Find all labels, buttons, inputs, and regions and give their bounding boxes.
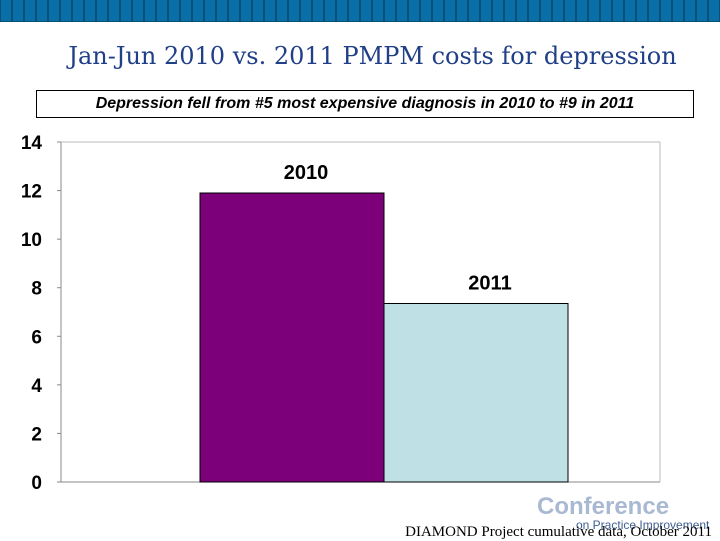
- top-banner-cell: [444, 0, 456, 22]
- top-banner-cell: [648, 0, 660, 22]
- top-banner-cell: [540, 0, 552, 22]
- y-tick-label: 4: [31, 376, 42, 397]
- data-label-2010: 2010: [284, 162, 329, 184]
- bar-2010: [199, 192, 385, 483]
- top-banner-cell: [108, 0, 120, 22]
- y-tick-label: 2: [31, 424, 42, 445]
- top-banner-cell: [132, 0, 144, 22]
- conference-logo: Conference: [537, 493, 670, 520]
- top-banner-cell: [312, 0, 324, 22]
- top-banner-cell: [636, 0, 648, 22]
- top-banner-cell: [360, 0, 372, 22]
- bar-2011: [383, 303, 569, 483]
- top-banner-cell: [96, 0, 108, 22]
- conference-logo-subtitle: on Practice Improvement: [576, 518, 710, 532]
- top-banner-cell: [36, 0, 48, 22]
- top-banner-cell: [336, 0, 348, 22]
- top-banner-cell: [228, 0, 240, 22]
- top-banner-cell: [72, 0, 84, 22]
- top-banner-cell: [432, 0, 444, 22]
- top-banner-cell: [468, 0, 480, 22]
- top-banner-cell: [120, 0, 132, 22]
- top-banner-cell: [192, 0, 204, 22]
- top-banner-cell: [60, 0, 72, 22]
- top-banner-cell: [180, 0, 192, 22]
- top-banner-cell: [624, 0, 636, 22]
- top-banner-cell: [24, 0, 36, 22]
- top-banner-cell: [696, 0, 708, 22]
- top-banner-cell: [552, 0, 564, 22]
- top-banner-cell: [156, 0, 168, 22]
- top-banner-cell: [12, 0, 24, 22]
- top-banner-cell: [504, 0, 516, 22]
- top-banner-cell: [144, 0, 156, 22]
- top-banner-cell: [576, 0, 588, 22]
- top-banner-cell: [564, 0, 576, 22]
- top-banner-cell: [48, 0, 60, 22]
- slide-subtitle: Depression fell from #5 most expensive d…: [36, 90, 694, 118]
- top-banner-cell: [480, 0, 492, 22]
- top-banner-cell: [216, 0, 228, 22]
- y-tick-label: 10: [21, 230, 42, 251]
- top-banner-cell: [408, 0, 420, 22]
- top-banner-cell: [252, 0, 264, 22]
- y-tick-label: 6: [31, 327, 42, 348]
- top-banner-cell: [276, 0, 288, 22]
- top-banner-cell: [204, 0, 216, 22]
- top-banner-cell: [288, 0, 300, 22]
- top-banner-cell: [324, 0, 336, 22]
- source-note: DIAMOND Project cumulative data, October…: [405, 524, 712, 540]
- top-banner-cell: [0, 0, 12, 22]
- top-banner-cell: [612, 0, 624, 22]
- top-banner-cell: [660, 0, 672, 22]
- y-tick-label: 12: [21, 182, 42, 203]
- top-banner-cell: [708, 0, 720, 22]
- top-banner-cell: [684, 0, 696, 22]
- top-banner-cell: [420, 0, 432, 22]
- y-tick-label: 14: [21, 133, 43, 154]
- top-banner: [0, 0, 720, 22]
- top-banner-cell: [672, 0, 684, 22]
- y-tick-label: 0: [31, 473, 42, 494]
- slide-title: Jan-Jun 2010 vs. 2011 PMPM costs for dep…: [68, 42, 677, 70]
- top-banner-cell: [396, 0, 408, 22]
- top-banner-cell: [528, 0, 540, 22]
- top-banner-cell: [168, 0, 180, 22]
- top-banner-cell: [300, 0, 312, 22]
- top-banner-cell: [600, 0, 612, 22]
- top-banner-cell: [84, 0, 96, 22]
- top-banner-cell: [348, 0, 360, 22]
- top-banner-cell: [264, 0, 276, 22]
- top-banner-cell: [240, 0, 252, 22]
- top-banner-cell: [492, 0, 504, 22]
- top-banner-cell: [516, 0, 528, 22]
- top-banner-cell: [588, 0, 600, 22]
- bar-chart: 0 2 4 6 8 10 12 14 2010 2011: [21, 133, 661, 494]
- top-banner-cell: [384, 0, 396, 22]
- y-tick-label: 8: [31, 279, 42, 300]
- top-banner-cell: [372, 0, 384, 22]
- data-label-2011: 2011: [468, 273, 511, 295]
- top-banner-cell: [456, 0, 468, 22]
